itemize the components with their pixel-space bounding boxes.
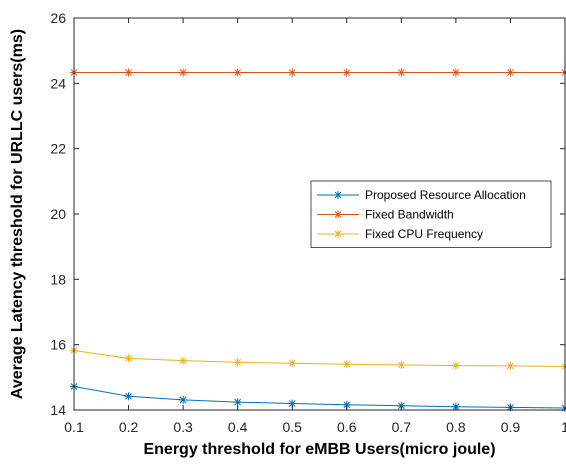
data-point bbox=[342, 360, 351, 369]
data-point bbox=[397, 68, 406, 77]
x-tick-label: 0.1 bbox=[64, 419, 84, 435]
marker-stroke bbox=[334, 211, 342, 218]
data-point bbox=[233, 68, 242, 77]
x-axis-title: Energy threshold for eMBB Users(micro jo… bbox=[143, 441, 495, 458]
x-tick-label: 1 bbox=[561, 419, 566, 435]
data-point bbox=[451, 361, 460, 370]
marker-stroke bbox=[397, 361, 405, 369]
marker-stroke bbox=[234, 69, 242, 76]
y-tick-label: 24 bbox=[50, 75, 66, 91]
legend-label: Proposed Resource Allocation bbox=[365, 188, 526, 202]
data-point bbox=[233, 358, 242, 367]
data-point bbox=[334, 210, 342, 219]
marker-stroke bbox=[343, 360, 351, 368]
data-point bbox=[124, 354, 133, 363]
data-point bbox=[288, 68, 297, 77]
marker-stroke bbox=[179, 396, 187, 404]
marker-stroke bbox=[125, 69, 132, 76]
data-point bbox=[334, 230, 342, 238]
legend: Proposed Resource Allocation Fixed Bandwi… bbox=[310, 180, 552, 248]
marker-stroke bbox=[334, 191, 342, 199]
data-point bbox=[124, 68, 133, 77]
data-point bbox=[506, 361, 515, 370]
marker-stroke bbox=[179, 357, 187, 365]
y-tick-label: 22 bbox=[50, 141, 66, 157]
marker-stroke bbox=[334, 230, 342, 238]
data-point bbox=[288, 359, 297, 368]
data-point bbox=[179, 395, 188, 404]
marker-stroke bbox=[234, 358, 242, 366]
data-point bbox=[179, 356, 188, 365]
series-layer bbox=[70, 68, 566, 413]
legend-entry: Fixed Bandwidth bbox=[317, 208, 454, 222]
x-tick-label: 0.4 bbox=[228, 419, 248, 435]
x-tick-label: 0.7 bbox=[392, 419, 412, 435]
series-line bbox=[73, 385, 566, 409]
y-tick-label: 18 bbox=[50, 271, 66, 287]
marker-stroke bbox=[397, 69, 405, 76]
data-point bbox=[451, 68, 460, 77]
legend-label: Fixed Bandwidth bbox=[365, 208, 454, 222]
marker-stroke bbox=[125, 355, 132, 362]
marker-stroke bbox=[179, 69, 187, 76]
data-point bbox=[506, 68, 515, 77]
x-tick-label: 0.5 bbox=[282, 419, 302, 435]
x-tick-label: 0.2 bbox=[119, 419, 139, 435]
y-axis-title: Average Latency threshold for URLLC user… bbox=[9, 29, 26, 399]
series-line bbox=[73, 350, 566, 368]
legend-entry: Fixed CPU Frequency bbox=[317, 227, 483, 241]
y-tick-label: 26 bbox=[50, 10, 66, 26]
data-point bbox=[397, 360, 406, 369]
marker-stroke bbox=[507, 362, 514, 370]
marker-stroke bbox=[507, 69, 514, 76]
marker-stroke bbox=[288, 359, 296, 367]
data-point bbox=[124, 392, 133, 401]
ticks-layer: 0.1 0.2 0.3 0.4 0.5 0.6 0.7 0.8 0.9 1 14 16 18 20 22 24… bbox=[50, 10, 566, 435]
marker-stroke bbox=[452, 69, 460, 76]
x-tick-label: 0.9 bbox=[501, 419, 521, 435]
marker-stroke bbox=[288, 69, 296, 76]
x-tick-label: 0.6 bbox=[337, 419, 357, 435]
legend-label: Fixed CPU Frequency bbox=[365, 227, 483, 241]
y-tick-label: 20 bbox=[50, 206, 66, 222]
marker-stroke bbox=[343, 401, 351, 409]
marker-stroke bbox=[234, 398, 242, 406]
legend-entry: Proposed Resource Allocation bbox=[317, 188, 526, 202]
data-point bbox=[334, 191, 342, 199]
data-point bbox=[342, 68, 351, 77]
series-0 bbox=[70, 382, 566, 413]
data-point bbox=[233, 398, 242, 407]
x-tick-label: 0.3 bbox=[173, 419, 193, 435]
marker-stroke bbox=[452, 362, 460, 369]
y-tick-label: 16 bbox=[50, 337, 66, 353]
marker-stroke bbox=[125, 392, 132, 400]
marker-stroke bbox=[343, 69, 351, 76]
data-point bbox=[179, 68, 188, 77]
marker-stroke bbox=[288, 400, 296, 407]
x-tick-label: 0.8 bbox=[446, 419, 466, 435]
y-tick-label: 14 bbox=[50, 402, 66, 418]
